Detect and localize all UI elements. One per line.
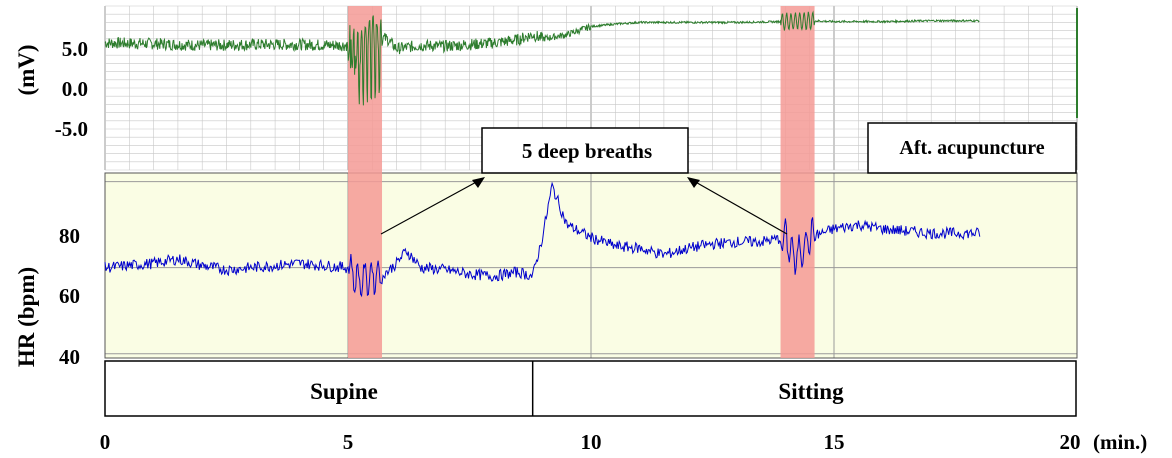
x-tick-5: 5 [343,430,354,454]
hr-ytick-80: 80 [59,224,80,248]
ecg-ytick-0: 0.0 [62,77,88,101]
ecg-trace [104,10,980,106]
posture-bar: Supine Sitting [104,360,1077,417]
x-tick-0: 0 [100,430,111,454]
x-tick-10: 10 [581,430,602,454]
highlight-band-2 [780,6,815,358]
deep-breath-highlights [348,6,815,358]
ecg-ylabel: (mV) [14,44,39,95]
ecg-y-axis: (mV) 5.0 0.0 -5.0 [14,37,88,141]
highlight-band-1 [348,6,383,358]
hr-trace [104,181,981,298]
hr-ytick-60: 60 [59,284,80,308]
hr-y-axis: HR (bpm) 80 60 40 [14,224,80,369]
x-axis: 0 5 10 15 20 (min.) [100,430,1148,454]
annotation-text: Aft. acupuncture [899,137,1044,159]
callout-arrow-left [380,179,481,235]
ecg-ytick-5: 5.0 [62,37,88,61]
hr-series-group [104,181,981,298]
callout-arrowhead-left [472,177,485,188]
callout-arrowhead-right [687,177,700,188]
x-axis-unit: (min.) [1093,430,1147,454]
annotation-aft-acupuncture: Aft. acupuncture [867,122,1077,174]
callout-arrow-right [691,179,788,235]
posture-sitting-label: Sitting [778,379,844,404]
callout-text: 5 deep breaths [522,139,652,163]
posture-supine-label: Supine [310,379,378,404]
x-tick-20: 20 [1060,430,1081,454]
hr-ytick-40: 40 [59,345,80,369]
ecg-ytick-neg5: -5.0 [55,117,88,141]
callout-deep-breaths: 5 deep breaths [380,127,788,235]
ecg-series-group [104,10,980,106]
x-tick-15: 15 [824,430,845,454]
hr-ylabel: HR (bpm) [14,267,39,367]
